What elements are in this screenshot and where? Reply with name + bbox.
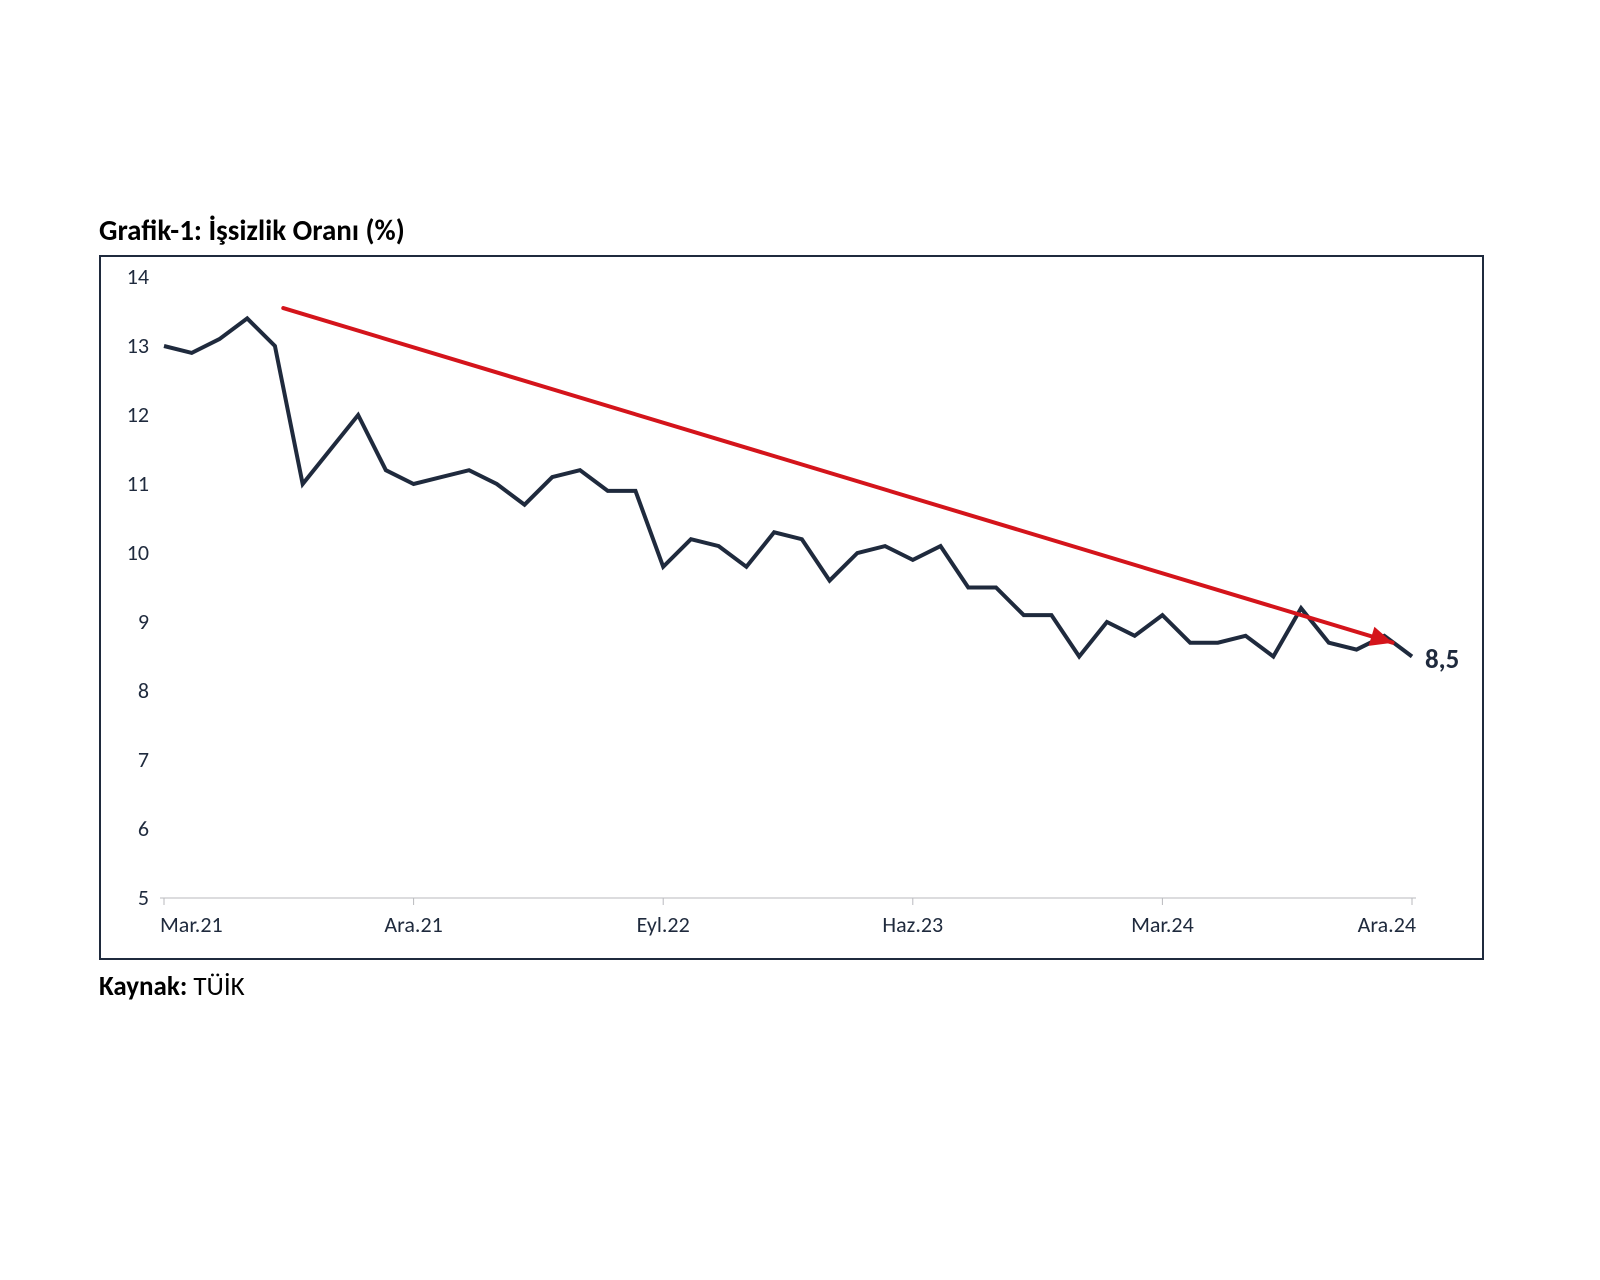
trend-arrow-head xyxy=(1369,627,1393,646)
x-tick-label: Mar.21 xyxy=(160,911,223,938)
y-tick-label: 8 xyxy=(138,677,149,704)
chart-frame: 5 6 7 8 9 10 11 12 13 14 Mar.21 Ara.21 Eyl.22 Haz.23 M… xyxy=(99,255,1484,960)
x-tick-label: Haz.23 xyxy=(882,911,943,938)
y-tick-label: 14 xyxy=(127,263,149,290)
x-tick-label: Eyl.22 xyxy=(637,911,690,938)
y-tick-label: 11 xyxy=(127,470,149,497)
x-tick-label: Ara.21 xyxy=(384,911,442,938)
chart-svg: 5 6 7 8 9 10 11 12 13 14 Mar.21 Ara.21 Eyl.22 Haz.23 M… xyxy=(101,257,1482,958)
y-tick-label: 9 xyxy=(138,608,149,635)
page: Grafik-1: İşsizlik Oranı (%) 5 6 7 8 9 10 11 12… xyxy=(0,0,1600,1280)
x-tick-label: Mar.24 xyxy=(1131,911,1194,938)
y-tick-label: 10 xyxy=(127,539,149,566)
chart-title: Grafik-1: İşsizlik Oranı (%) xyxy=(99,212,405,248)
x-tick-label: Ara.24 xyxy=(1358,911,1416,938)
source-value: TÜİK xyxy=(193,970,244,1003)
data-line xyxy=(164,318,1412,656)
source-line: Kaynak: TÜİK xyxy=(99,970,245,1003)
y-tick-label: 5 xyxy=(138,884,149,911)
y-tick-label: 13 xyxy=(127,332,149,359)
end-value-label: 8,5 xyxy=(1425,643,1459,676)
source-label: Kaynak: xyxy=(99,970,187,1003)
y-tick-label: 6 xyxy=(138,815,149,842)
y-tick-label: 7 xyxy=(138,746,149,773)
y-tick-label: 12 xyxy=(127,401,149,428)
